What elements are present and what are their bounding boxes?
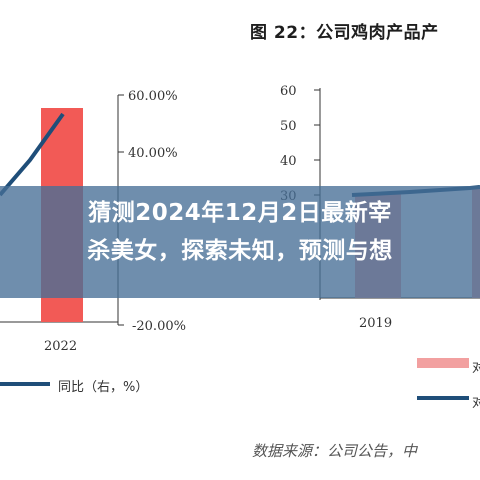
y2-tick-label: 60.00% — [128, 89, 178, 104]
legend-label-right-1: 对 — [472, 361, 480, 376]
legend-label-yoy: 同比（右，%） — [58, 380, 149, 395]
data-source: 数据来源：公司公告，中 — [252, 442, 418, 460]
y2-tick-label: 40.00% — [128, 146, 178, 161]
y-tick-label: 40 — [280, 154, 297, 169]
legend-bar-swatch — [417, 358, 469, 368]
y-tick-label: 50 — [280, 119, 297, 134]
headline-line-2[interactable]: 杀美女，探索未知，预测与想 — [87, 238, 393, 264]
figure-title: 图 22：公司鸡肉产品产 — [250, 23, 439, 43]
headline-text[interactable]: 猜测2024年12月2日最新宰 杀美女，探索未知，预测与想 — [0, 194, 480, 270]
x-category-label: 2019 — [359, 316, 392, 331]
headline-banner[interactable] — [0, 186, 480, 298]
yoy-line — [0, 112, 65, 197]
y-tick-label: 60 — [280, 84, 297, 99]
headline-line-1[interactable]: 猜测2024年12月2日最新宰 — [88, 200, 392, 226]
legend-label-right-2: 对 — [472, 396, 480, 411]
x-category-label: 2022 — [44, 339, 77, 354]
y2-tick-label: -20.00% — [132, 319, 186, 334]
